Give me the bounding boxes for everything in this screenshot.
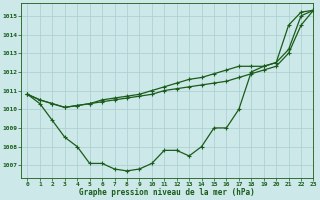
X-axis label: Graphe pression niveau de la mer (hPa): Graphe pression niveau de la mer (hPa)	[79, 188, 255, 197]
